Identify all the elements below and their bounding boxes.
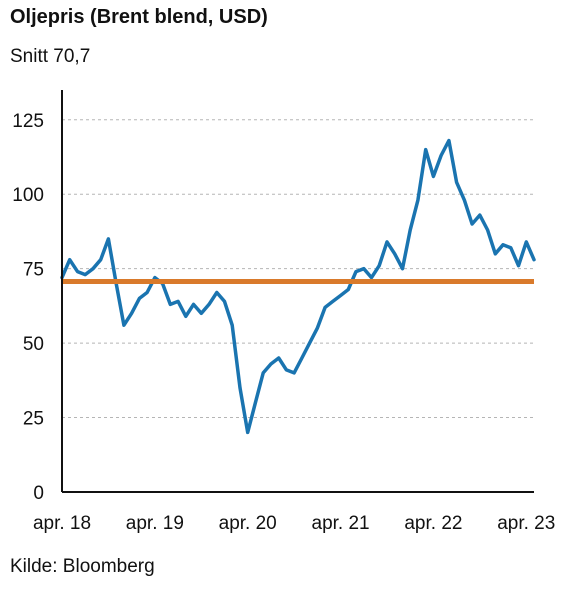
x-axis-ticks: apr. 18 apr. 19 apr. 20 apr. 21 apr. 22 apr. … xyxy=(33,513,555,534)
y-axis-ticks: 0 25 50 75 100 125 xyxy=(12,111,44,504)
chart-subtitle: Snitt 70,7 xyxy=(10,46,91,67)
x-tick-label: apr. 22 xyxy=(404,513,462,534)
price-series-line xyxy=(60,138,536,435)
x-tick-label: apr. 20 xyxy=(219,513,277,534)
chart-title: Oljepris (Brent blend, USD) xyxy=(10,6,268,28)
x-tick-label: apr. 18 xyxy=(33,513,91,534)
series-layer xyxy=(60,138,536,435)
source-note: Kilde: Bloomberg xyxy=(10,556,155,577)
x-tick-label: apr. 21 xyxy=(312,513,370,534)
grid-layer xyxy=(62,119,534,419)
y-tick-label: 0 xyxy=(33,483,44,504)
y-tick-label: 75 xyxy=(23,260,44,281)
y-tick-label: 125 xyxy=(12,111,44,132)
y-tick-label: 100 xyxy=(12,185,44,206)
y-tick-label: 25 xyxy=(23,409,44,430)
x-tick-label: apr. 19 xyxy=(126,513,184,534)
x-tick-label: apr. 23 xyxy=(497,513,555,534)
y-tick-label: 50 xyxy=(23,334,44,355)
